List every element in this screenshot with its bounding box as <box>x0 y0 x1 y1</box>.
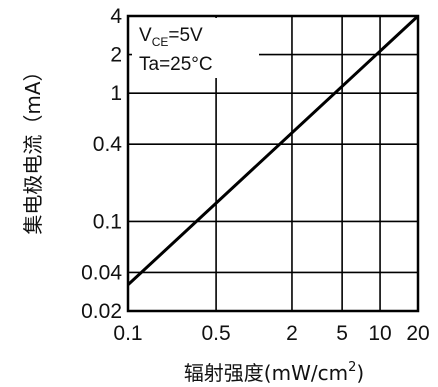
y-tick-label: 0.04 <box>81 261 122 284</box>
x-axis-ticks: 0.1 0.5 2 5 10 20 <box>113 322 429 345</box>
y-tick-label: 1 <box>110 82 122 105</box>
vce-label: VCE=5V <box>139 25 203 49</box>
x-tick-label: 2 <box>286 322 298 345</box>
y-tick-label: 4 <box>110 5 122 28</box>
plot-frame <box>126 14 420 313</box>
y-tick-label: 0.1 <box>93 210 122 233</box>
y-axis-ticks: 0.02 0.04 0.1 0.4 1 2 4 <box>81 5 122 323</box>
series-layer <box>126 14 420 286</box>
y-axis-title: 集电极电流（mA） <box>21 61 45 234</box>
x-tick-label: 10 <box>368 322 391 345</box>
y-tick-label: 0.02 <box>81 300 122 323</box>
series-line <box>126 14 420 286</box>
x-axis-title: 辐射强度(mW/cm2) <box>184 360 364 385</box>
ta-label: Ta=25°C <box>139 54 213 75</box>
y-tick-label: 0.4 <box>93 133 123 156</box>
grid <box>128 16 418 311</box>
x-tick-label: 20 <box>406 322 429 345</box>
y-tick-label: 2 <box>110 44 122 67</box>
x-tick-label: 0.5 <box>201 322 230 345</box>
condition-box <box>132 18 259 78</box>
x-tick-label: 0.1 <box>113 322 142 345</box>
x-tick-label: 5 <box>336 322 348 345</box>
